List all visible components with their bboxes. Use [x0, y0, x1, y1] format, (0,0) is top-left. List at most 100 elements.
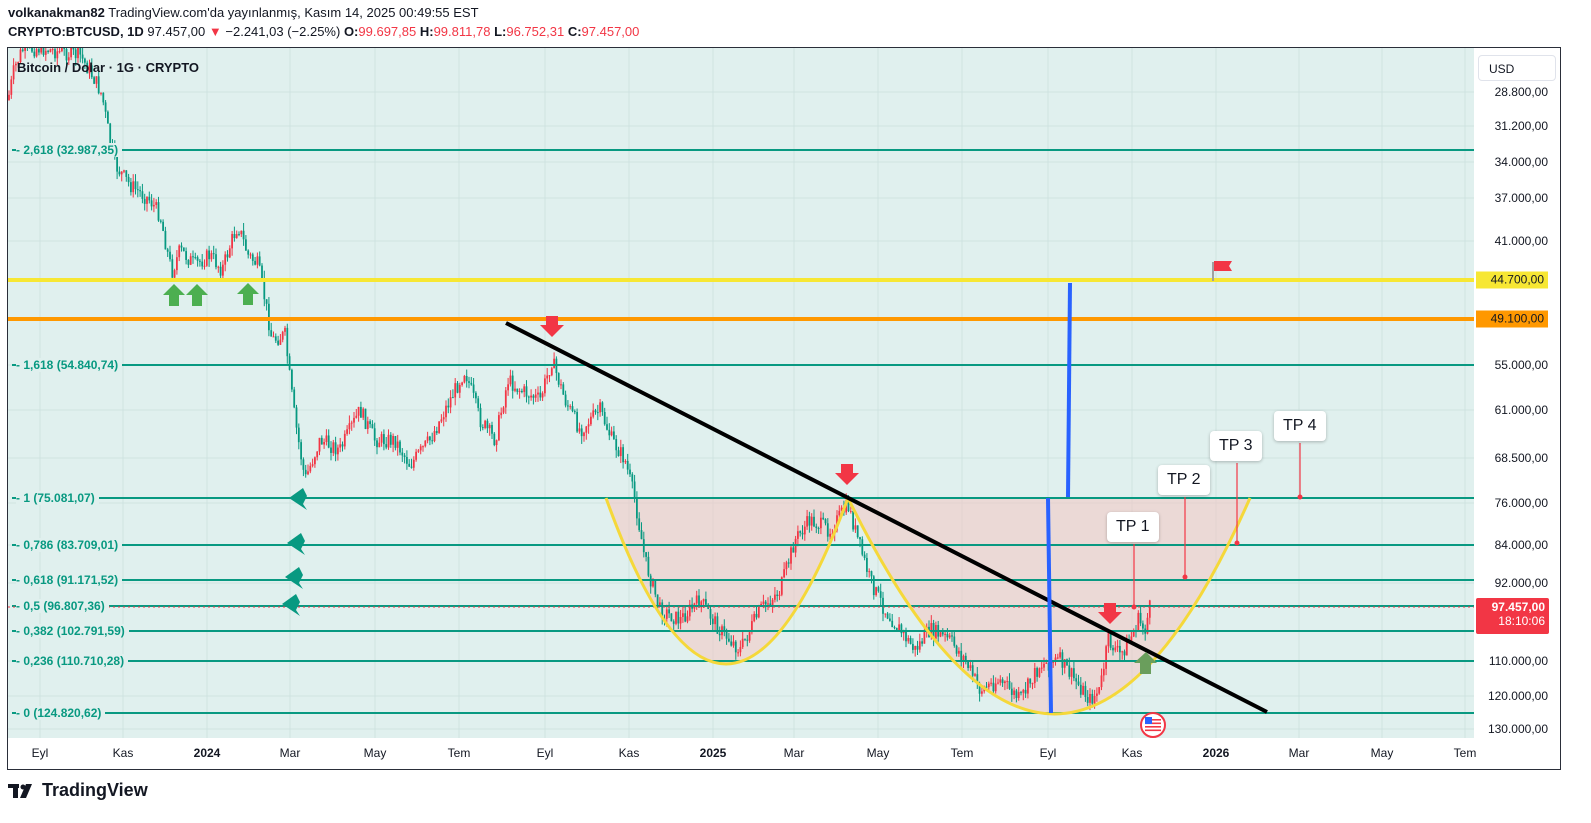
- candle-body: [714, 616, 716, 625]
- price-axis-label: 41.000,00: [1494, 234, 1548, 248]
- candle-body: [695, 595, 698, 604]
- candle-body: [686, 616, 689, 622]
- currency-button[interactable]: USD: [1478, 55, 1556, 81]
- candle-body: [900, 624, 903, 634]
- candle-body: [472, 384, 475, 393]
- take-profit-label[interactable]: TP 3: [1210, 431, 1262, 461]
- candle-body: [656, 594, 659, 606]
- candle-body: [518, 390, 521, 392]
- candle-body: [509, 375, 512, 385]
- candle-body: [1027, 678, 1029, 694]
- candle-body: [734, 641, 737, 653]
- candle-body: [348, 423, 351, 430]
- candle-body: [233, 234, 236, 239]
- candle-body: [327, 435, 330, 448]
- candle-body: [787, 562, 790, 564]
- candle-body: [500, 412, 503, 416]
- candle-body: [861, 539, 864, 555]
- candle-body: [999, 679, 1002, 683]
- candle-body: [47, 50, 49, 53]
- author-username[interactable]: volkanakman82: [8, 5, 105, 20]
- candle-body: [969, 665, 972, 669]
- candle-body: [661, 602, 664, 619]
- candle-body: [958, 650, 960, 654]
- candle-body: [1024, 689, 1027, 694]
- candle-body: [872, 576, 875, 596]
- target-point: [1297, 494, 1303, 500]
- candle-body: [274, 336, 277, 341]
- candle-body: [709, 609, 712, 619]
- candle-body: [578, 428, 581, 432]
- candle-body: [488, 424, 491, 429]
- candle-body: [918, 641, 921, 650]
- candle-body: [1142, 623, 1144, 629]
- candle-body: [810, 516, 813, 526]
- candle-body: [346, 429, 348, 434]
- candle-body: [813, 516, 815, 527]
- fib-level-label: - 1,618 (54.840,74): [16, 358, 123, 372]
- candle-body: [527, 396, 530, 398]
- candle-body: [185, 251, 187, 260]
- candle-body: [652, 579, 654, 587]
- price-axis-label: 28.800,00: [1494, 85, 1548, 99]
- candle-body: [820, 517, 822, 529]
- candle-body: [1098, 687, 1101, 694]
- candle-body: [746, 639, 749, 641]
- candle-body: [465, 375, 468, 382]
- fib-level-label: - 0,786 (83.709,01): [16, 538, 123, 552]
- candle-body: [914, 645, 917, 650]
- candle-body: [307, 471, 309, 475]
- candle-body: [962, 655, 965, 661]
- candle-body: [891, 620, 894, 628]
- candle-body: [366, 421, 369, 429]
- candle-body: [201, 261, 204, 267]
- candle-body: [479, 407, 482, 428]
- candle-body: [1059, 652, 1061, 658]
- candle-body: [990, 682, 992, 684]
- time-axis-label: May: [866, 746, 890, 760]
- open-value: 99.697,85: [358, 24, 417, 39]
- candle-body: [544, 378, 546, 394]
- candle-body: [838, 510, 841, 516]
- time-axis[interactable]: [8, 738, 1474, 769]
- candle-body: [196, 257, 199, 261]
- candle-body: [337, 447, 339, 455]
- candle-body: [320, 437, 323, 445]
- candle-body: [684, 613, 687, 622]
- take-profit-label[interactable]: TP 1: [1107, 512, 1159, 542]
- candle-body: [102, 92, 105, 103]
- candle-body: [27, 42, 29, 43]
- candle-body: [265, 299, 268, 304]
- candle-body: [1082, 685, 1084, 695]
- candle-body: [392, 435, 394, 445]
- candle-body: [955, 645, 958, 654]
- candle-body: [1006, 681, 1009, 683]
- price-axis[interactable]: [1474, 48, 1560, 738]
- publish-info: volkanakman82 TradingView.com'da yayınla…: [8, 5, 479, 20]
- candle-body: [1031, 683, 1034, 685]
- candle-body: [245, 239, 247, 251]
- candle-body: [51, 49, 54, 51]
- close-label: C:: [567, 24, 582, 39]
- take-profit-label[interactable]: TP 4: [1274, 411, 1326, 441]
- take-profit-label[interactable]: TP 2: [1158, 465, 1210, 495]
- time-axis-label: Tem: [950, 746, 974, 760]
- candle-body: [364, 408, 367, 429]
- candle-body: [284, 327, 286, 332]
- tradingview-logo[interactable]: TradingView: [8, 780, 148, 801]
- candle-body: [705, 599, 707, 605]
- candle-body: [615, 439, 618, 451]
- candle-body: [456, 383, 459, 393]
- candle-body: [803, 526, 806, 535]
- candle-body: [670, 613, 673, 622]
- candle-body: [785, 562, 788, 570]
- tradingview-logo-icon: [8, 783, 32, 798]
- candle-body: [840, 507, 843, 511]
- candle-body: [97, 76, 100, 94]
- candle-body: [222, 264, 224, 276]
- candle-body: [1029, 678, 1032, 684]
- candle-body: [357, 406, 360, 416]
- candle-body: [240, 230, 243, 235]
- candle-body: [261, 265, 263, 279]
